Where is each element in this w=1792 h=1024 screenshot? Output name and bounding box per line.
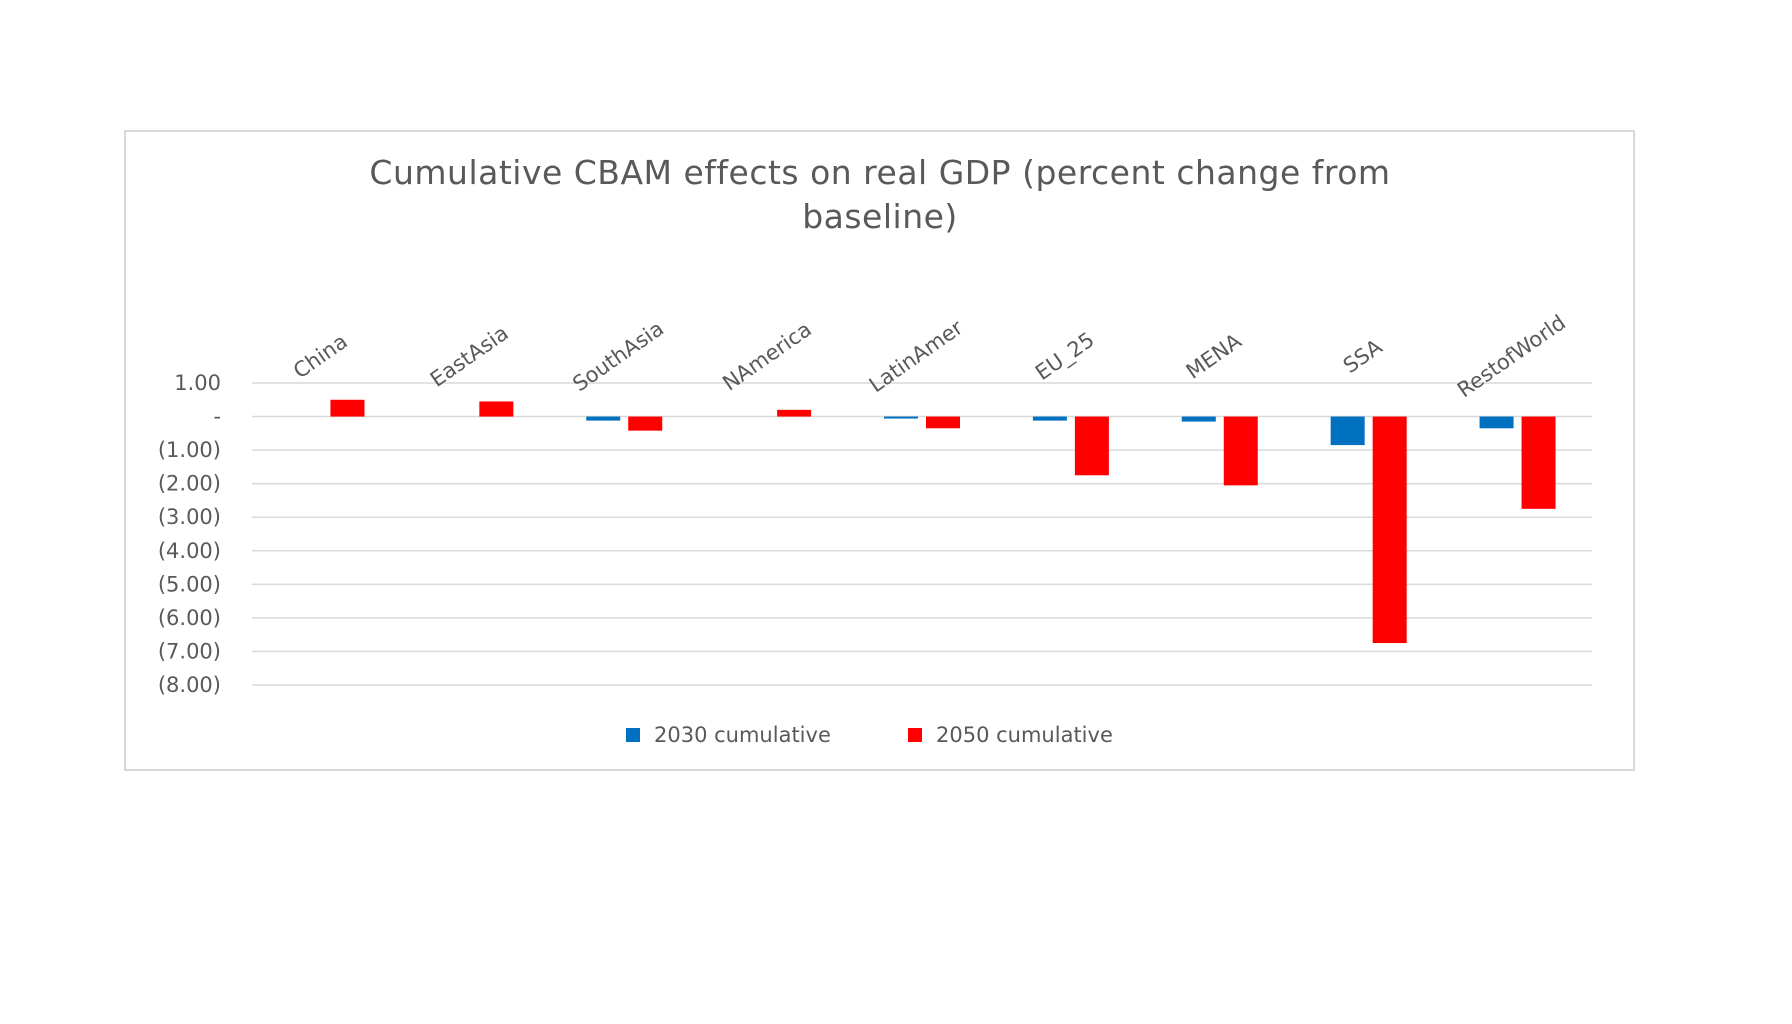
bar-2050 bbox=[628, 416, 663, 431]
bar-2030 bbox=[884, 416, 918, 419]
legend-swatch-2030 bbox=[626, 728, 640, 742]
bar-2030 bbox=[1479, 416, 1514, 429]
category-labels: China EastAsia SouthAsia NAmerica LatinAmer E… bbox=[289, 310, 1570, 402]
bar-2030 bbox=[1032, 416, 1067, 421]
bar-2050 bbox=[1223, 416, 1258, 486]
y-tick-label: (4.00) bbox=[158, 539, 221, 563]
bar-2050 bbox=[777, 409, 812, 417]
bar-2050 bbox=[330, 399, 365, 417]
y-tick-label: (8.00) bbox=[158, 673, 221, 697]
category-label: RestofWorld bbox=[1453, 310, 1570, 402]
category-label: SSA bbox=[1339, 334, 1387, 378]
y-tick-label: (1.00) bbox=[158, 438, 221, 462]
bar-2050 bbox=[1074, 416, 1109, 476]
category-label: China bbox=[289, 329, 352, 383]
legend-swatch-2050 bbox=[908, 728, 922, 742]
chart-title-line-2: baseline) bbox=[802, 197, 958, 236]
y-tick-label: (3.00) bbox=[158, 505, 221, 529]
category-label: LatinAmer bbox=[865, 315, 968, 397]
bar-2050 bbox=[926, 416, 960, 429]
bar-2050 bbox=[1372, 416, 1407, 644]
y-tick-label: 1.00 bbox=[174, 371, 221, 395]
chart-svg: Cumulative CBAM effects on real GDP (per… bbox=[158, 153, 1592, 747]
bar-2050 bbox=[1521, 416, 1556, 509]
y-tick-label: (2.00) bbox=[158, 472, 221, 496]
category-label: EU_25 bbox=[1031, 328, 1099, 386]
y-tick-label: - bbox=[213, 405, 221, 429]
category-label: MENA bbox=[1182, 328, 1247, 383]
bar-2030 bbox=[1330, 416, 1365, 446]
y-tick-label: (5.00) bbox=[158, 572, 221, 596]
legend-label-2030: 2030 cumulative bbox=[654, 723, 831, 747]
legend-label-2050: 2050 cumulative bbox=[936, 723, 1113, 747]
category-label: SouthAsia bbox=[568, 316, 668, 396]
y-tick-label: (6.00) bbox=[158, 606, 221, 630]
legend: 2030 cumulative 2050 cumulative bbox=[626, 723, 1113, 747]
chart-frame: Cumulative CBAM effects on real GDP (per… bbox=[124, 130, 1635, 771]
y-axis-ticks: 1.00 - (1.00) (2.00) (3.00) (4.00) (5.00) (6.00… bbox=[158, 371, 221, 697]
gridlines bbox=[252, 382, 1592, 686]
bar-2030 bbox=[586, 416, 621, 421]
y-tick-label: (7.00) bbox=[158, 639, 221, 663]
bars bbox=[330, 399, 1556, 644]
category-label: EastAsia bbox=[426, 321, 513, 392]
chart-title-line-1: Cumulative CBAM effects on real GDP (per… bbox=[369, 153, 1390, 192]
bar-2030 bbox=[1181, 416, 1216, 422]
bar-2050 bbox=[479, 401, 514, 417]
